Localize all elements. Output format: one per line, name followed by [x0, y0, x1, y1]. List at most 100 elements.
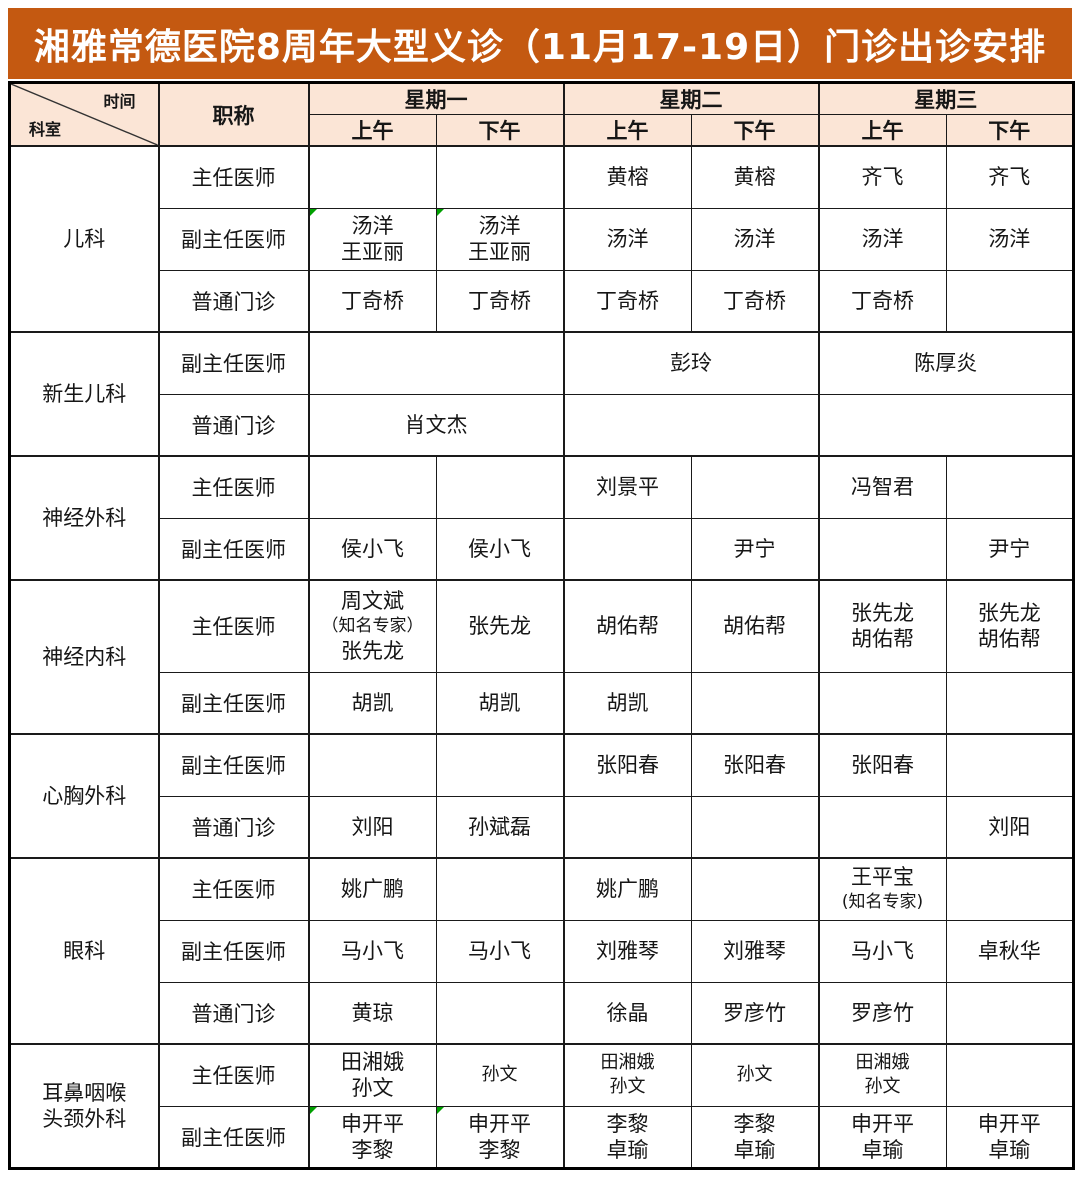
- schedule-cell[interactable]: [945, 1043, 1074, 1107]
- schedule-cell[interactable]: [307, 331, 564, 395]
- schedule-cell[interactable]: 黄琼: [307, 981, 437, 1045]
- department-cell[interactable]: 儿科: [9, 145, 159, 333]
- schedule-cell[interactable]: 张先龙: [435, 579, 564, 673]
- schedule-cell[interactable]: [817, 517, 947, 581]
- schedule-cell[interactable]: 申开平 李黎: [435, 1105, 564, 1169]
- schedule-cell[interactable]: 田湘娥 孙文: [817, 1043, 947, 1107]
- schedule-cell[interactable]: 尹宁: [945, 517, 1074, 581]
- schedule-cell[interactable]: 胡佑帮: [690, 579, 819, 673]
- schedule-cell[interactable]: 胡佑帮: [562, 579, 692, 673]
- schedule-cell[interactable]: 彭玲: [562, 331, 819, 395]
- schedule-cell[interactable]: 周文斌 （知名专家） 张先龙: [307, 579, 437, 673]
- schedule-cell[interactable]: 汤洋: [690, 207, 819, 271]
- schedule-cell[interactable]: [435, 455, 564, 519]
- schedule-cell[interactable]: 张阳春: [690, 733, 819, 797]
- schedule-cell[interactable]: 姚广鹏: [562, 857, 692, 921]
- am-header-monday[interactable]: 上午: [307, 114, 437, 147]
- schedule-cell[interactable]: [945, 671, 1074, 735]
- corner-header-cell[interactable]: 时间 科室: [9, 82, 159, 147]
- schedule-cell[interactable]: 丁奇桥: [435, 269, 564, 333]
- schedule-cell[interactable]: 汤洋 王亚丽: [435, 207, 564, 271]
- department-cell[interactable]: 新生儿科: [9, 331, 159, 457]
- schedule-cell[interactable]: 孙文: [690, 1043, 819, 1107]
- schedule-cell[interactable]: 陈厚炎: [817, 331, 1074, 395]
- role-cell[interactable]: 普通门诊: [157, 795, 309, 859]
- schedule-cell[interactable]: [945, 269, 1074, 333]
- schedule-cell[interactable]: [817, 795, 947, 859]
- schedule-cell[interactable]: 刘雅琴: [562, 919, 692, 983]
- schedule-cell[interactable]: 侯小飞: [435, 517, 564, 581]
- schedule-cell[interactable]: 汤洋 王亚丽: [307, 207, 437, 271]
- schedule-cell[interactable]: 汤洋: [945, 207, 1074, 271]
- schedule-cell[interactable]: 申开平 卓瑜: [945, 1105, 1074, 1169]
- schedule-cell[interactable]: [690, 795, 819, 859]
- role-cell[interactable]: 副主任医师: [157, 919, 309, 983]
- schedule-cell[interactable]: 齐飞: [945, 145, 1074, 209]
- schedule-cell[interactable]: 姚广鹏: [307, 857, 437, 921]
- pm-header-wednesday[interactable]: 下午: [945, 114, 1074, 147]
- schedule-cell[interactable]: [817, 671, 947, 735]
- schedule-cell[interactable]: 肖文杰: [307, 393, 564, 457]
- role-cell[interactable]: 副主任医师: [157, 207, 309, 271]
- schedule-cell[interactable]: 冯智君: [817, 455, 947, 519]
- schedule-cell[interactable]: [562, 517, 692, 581]
- schedule-cell[interactable]: 田湘娥 孙文: [307, 1043, 437, 1107]
- role-cell[interactable]: 副主任医师: [157, 331, 309, 395]
- role-cell[interactable]: 主任医师: [157, 455, 309, 519]
- schedule-cell[interactable]: 徐晶: [562, 981, 692, 1045]
- schedule-cell[interactable]: 马小飞: [435, 919, 564, 983]
- schedule-cell[interactable]: [945, 733, 1074, 797]
- schedule-cell[interactable]: 胡凯: [435, 671, 564, 735]
- schedule-cell[interactable]: 胡凯: [562, 671, 692, 735]
- schedule-cell[interactable]: 尹宁: [690, 517, 819, 581]
- schedule-cell[interactable]: [690, 857, 819, 921]
- schedule-cell[interactable]: 孙斌磊: [435, 795, 564, 859]
- schedule-cell[interactable]: 张阳春: [817, 733, 947, 797]
- schedule-cell[interactable]: [307, 145, 437, 209]
- day-header-tuesday[interactable]: 星期二: [562, 82, 819, 115]
- schedule-cell[interactable]: [307, 455, 437, 519]
- role-cell[interactable]: 普通门诊: [157, 393, 309, 457]
- schedule-cell[interactable]: 刘阳: [307, 795, 437, 859]
- schedule-cell[interactable]: 卓秋华: [945, 919, 1074, 983]
- schedule-cell[interactable]: 马小飞: [817, 919, 947, 983]
- schedule-cell[interactable]: [435, 145, 564, 209]
- role-cell[interactable]: 主任医师: [157, 1043, 309, 1107]
- schedule-cell[interactable]: [945, 857, 1074, 921]
- schedule-cell[interactable]: 张先龙 胡佑帮: [817, 579, 947, 673]
- schedule-cell[interactable]: 孙文: [435, 1043, 564, 1107]
- schedule-cell[interactable]: 刘阳: [945, 795, 1074, 859]
- role-cell[interactable]: 主任医师: [157, 145, 309, 209]
- schedule-cell[interactable]: [562, 393, 819, 457]
- department-cell[interactable]: 心胸外科: [9, 733, 159, 859]
- schedule-cell[interactable]: 马小飞: [307, 919, 437, 983]
- day-header-wednesday[interactable]: 星期三: [817, 82, 1074, 115]
- schedule-cell[interactable]: 丁奇桥: [562, 269, 692, 333]
- day-header-monday[interactable]: 星期一: [307, 82, 564, 115]
- schedule-cell[interactable]: 侯小飞: [307, 517, 437, 581]
- role-cell[interactable]: 副主任医师: [157, 671, 309, 735]
- department-cell[interactable]: 耳鼻咽喉 头颈外科: [9, 1043, 159, 1169]
- schedule-cell[interactable]: 黄榕: [690, 145, 819, 209]
- pm-header-monday[interactable]: 下午: [435, 114, 564, 147]
- schedule-cell[interactable]: 丁奇桥: [307, 269, 437, 333]
- schedule-cell[interactable]: [690, 671, 819, 735]
- role-cell[interactable]: 副主任医师: [157, 1105, 309, 1169]
- schedule-cell[interactable]: [690, 455, 819, 519]
- schedule-cell[interactable]: [307, 733, 437, 797]
- am-header-wednesday[interactable]: 上午: [817, 114, 947, 147]
- schedule-cell[interactable]: [945, 981, 1074, 1045]
- schedule-cell[interactable]: [435, 733, 564, 797]
- schedule-cell[interactable]: 罗彦竹: [817, 981, 947, 1045]
- role-cell[interactable]: 普通门诊: [157, 981, 309, 1045]
- role-cell[interactable]: 副主任医师: [157, 733, 309, 797]
- department-cell[interactable]: 眼科: [9, 857, 159, 1045]
- schedule-cell[interactable]: 汤洋: [562, 207, 692, 271]
- role-column-header[interactable]: 职称: [157, 82, 309, 147]
- schedule-cell[interactable]: 汤洋: [817, 207, 947, 271]
- department-cell[interactable]: 神经内科: [9, 579, 159, 735]
- schedule-cell[interactable]: 申开平 卓瑜: [817, 1105, 947, 1169]
- schedule-cell[interactable]: 李黎 卓瑜: [562, 1105, 692, 1169]
- schedule-cell[interactable]: 张先龙 胡佑帮: [945, 579, 1074, 673]
- schedule-cell[interactable]: [817, 393, 1074, 457]
